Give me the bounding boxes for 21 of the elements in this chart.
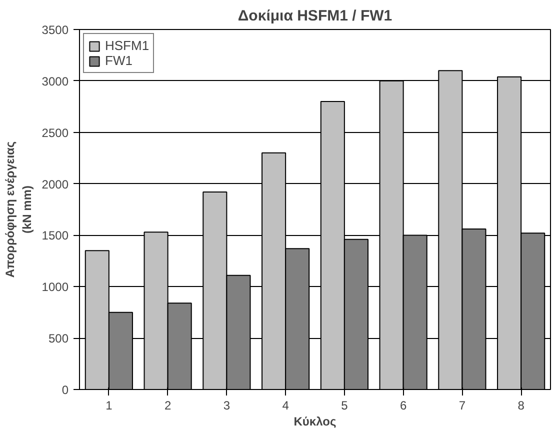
legend-label: FW1 (105, 53, 132, 68)
y-tick-label: 0 (62, 383, 69, 397)
y-axis-title: Απορρόφηση ενέργειας (kN mm) (3, 141, 34, 278)
y-tick-label: 3500 (42, 23, 69, 37)
y-tick-label: 500 (48, 332, 69, 346)
y-tick-label: 2000 (42, 177, 69, 192)
x-axis-title: Κύκλος (294, 414, 336, 428)
y-tick-label: 1500 (42, 228, 69, 243)
legend-label: HSFM1 (105, 38, 150, 53)
x-tick-label: 3 (223, 398, 230, 412)
x-tick-label: 8 (518, 398, 525, 412)
x-tick-label: 7 (458, 398, 466, 412)
y-tick-label: 1000 (42, 280, 69, 294)
x-tick-label: 6 (400, 398, 407, 412)
y-tick-label: 2500 (42, 126, 69, 140)
chart-title: Δοκίμια HSFM1 / FW1 (238, 8, 392, 24)
x-tick-label: 2 (164, 398, 172, 412)
x-tick-label: 5 (341, 398, 348, 412)
y-tick-label: 3000 (42, 74, 69, 88)
x-tick-label: 4 (282, 398, 290, 412)
x-tick-label: 1 (106, 398, 113, 412)
